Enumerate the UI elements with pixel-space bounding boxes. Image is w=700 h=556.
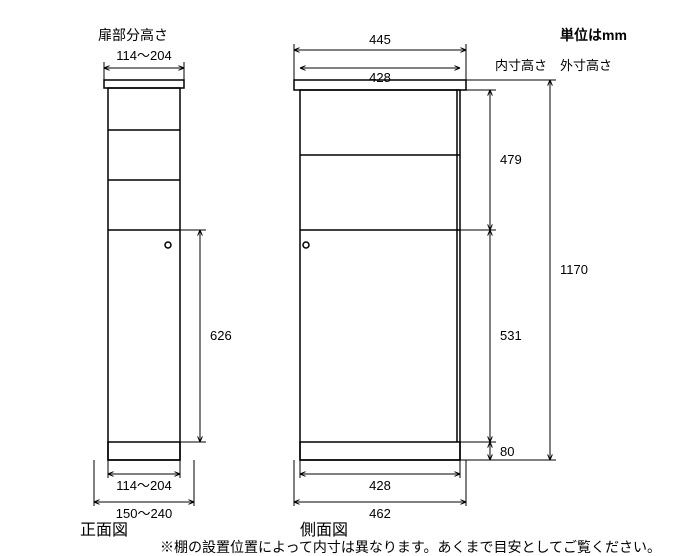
outer-height-label: 外寸高さ [560, 58, 612, 73]
side-title: 側面図 [300, 521, 348, 539]
door-height-label: 扉部分高さ [98, 27, 168, 43]
front-top-width: 114～204 [116, 48, 171, 63]
note: ※棚の設置位置によって内寸は異なります。あくまで目安としてご覧ください。 [160, 539, 661, 555]
front-bottom-inner: 114～204 [116, 478, 171, 493]
upper-inner-height: 479 [500, 152, 522, 167]
front-title: 正面図 [80, 522, 128, 539]
door-height: 626 [210, 328, 232, 343]
lower-inner-height: 531 [500, 328, 522, 343]
side-top-outer: 445 [369, 32, 391, 47]
unit-label: 単位はmm [560, 27, 627, 43]
side-bottom-inner: 428 [369, 478, 391, 493]
front-bottom-outer: 150～240 [116, 506, 172, 521]
side-bottom-outer: 462 [369, 506, 391, 521]
base-height: 80 [500, 444, 514, 459]
side-top-inner: 428 [369, 70, 391, 85]
total-height: 1170 [560, 262, 588, 277]
inner-height-label: 内寸高さ [495, 58, 547, 73]
